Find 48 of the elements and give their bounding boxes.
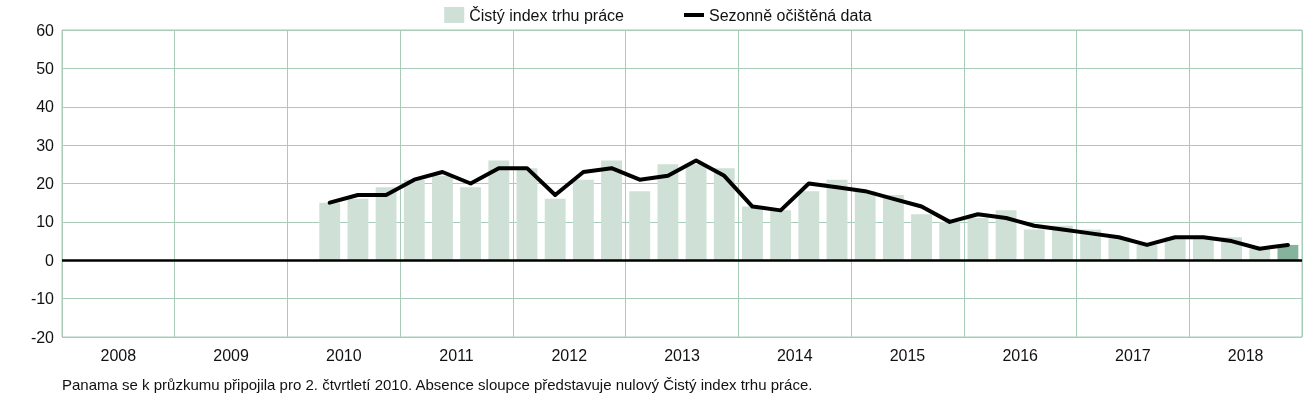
bar — [460, 187, 482, 261]
bar — [403, 179, 425, 261]
bar — [911, 214, 932, 261]
y-tick-label: 30 — [36, 136, 55, 154]
x-tick-label: 2017 — [1115, 346, 1151, 364]
legend-label: Sezonně očištěná data — [708, 6, 872, 24]
y-tick-label: -10 — [30, 290, 55, 308]
bar — [601, 160, 622, 261]
bar — [319, 202, 341, 261]
bar — [432, 175, 453, 261]
line-series — [327, 158, 1290, 251]
y-tick-label: 20 — [36, 175, 55, 192]
bar — [742, 206, 763, 261]
bar — [572, 179, 594, 261]
bar — [854, 191, 876, 261]
bar — [1023, 229, 1045, 261]
x-tick-label: 2015 — [889, 346, 926, 364]
bar — [713, 168, 735, 261]
y-tick-label: 50 — [36, 59, 55, 77]
x-tick-label: 2011 — [439, 346, 474, 364]
bar — [629, 191, 651, 261]
bar — [347, 198, 369, 261]
bar — [882, 195, 904, 261]
x-tick-label: 2012 — [551, 346, 588, 364]
y-tick-label: 0 — [45, 251, 55, 269]
bar — [488, 160, 510, 261]
bar — [798, 191, 820, 261]
legend-label: Čistý index trhu práce — [469, 5, 625, 24]
bar — [375, 187, 397, 261]
x-tick-label: 2014 — [776, 346, 813, 364]
x-tick-label: 2016 — [1002, 346, 1039, 364]
y-tick-label: -20 — [30, 328, 55, 346]
bar — [685, 164, 707, 261]
y-tick-label: 10 — [36, 213, 55, 231]
y-tick-label: 40 — [36, 98, 55, 116]
bar — [657, 164, 679, 261]
x-tick-label: 2018 — [1227, 346, 1264, 364]
text: Panama se k průzkumu připojila pro 2. čtvrtletí 2010. Absence sloupce představuje nulový Čistý index trhu práce. — [62, 376, 813, 393]
bar — [770, 210, 792, 261]
bar — [516, 168, 538, 261]
x-tick-label: 2008 — [100, 346, 137, 364]
y-tick-label: 60 — [36, 21, 55, 39]
x-tick-label: 2009 — [213, 346, 249, 364]
x-tick-label: 2010 — [326, 346, 362, 364]
x-tick-label: 2013 — [664, 346, 700, 364]
bar — [967, 218, 989, 261]
bar — [939, 221, 961, 261]
bar — [544, 198, 566, 261]
